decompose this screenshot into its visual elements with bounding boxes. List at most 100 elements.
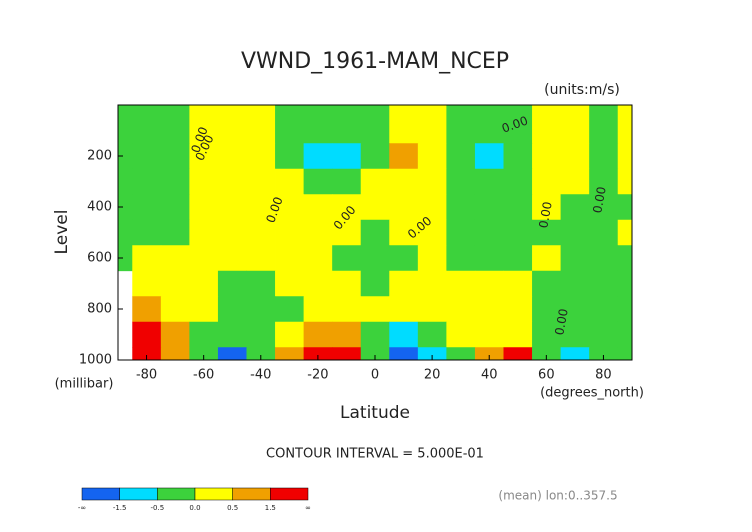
contour-cell [275, 347, 305, 361]
contour-cell [160, 296, 190, 323]
contour-cell [246, 245, 276, 272]
contour-cell [303, 347, 333, 361]
contour-cell [532, 296, 562, 323]
contour-cell [160, 143, 190, 170]
contour-cell [132, 105, 162, 144]
contour-cell [246, 296, 276, 323]
contour-cell [617, 168, 633, 195]
contour-cell [589, 105, 619, 144]
contour-cell [560, 347, 590, 361]
contour-cell [532, 321, 562, 348]
contour-cell [160, 347, 190, 361]
contour-cell [389, 347, 419, 361]
contour-cell [560, 270, 590, 297]
contour-cell [246, 105, 276, 144]
contour-cell [560, 143, 590, 170]
contour-cell [617, 219, 633, 246]
contour-cell [118, 219, 133, 246]
contour-cell [503, 168, 533, 195]
contour-cell [532, 143, 562, 170]
contour-cell [160, 105, 190, 144]
contour-cell [303, 168, 333, 195]
contour-cell [417, 168, 447, 195]
contour-cell [246, 219, 276, 246]
contour-cell [132, 194, 162, 221]
contour-cell [189, 296, 219, 323]
contour-cell [246, 194, 276, 221]
colorbar-segment [157, 487, 196, 501]
contour-cell [503, 296, 533, 323]
contour-cell [532, 194, 562, 221]
contour-cell [417, 270, 447, 297]
contour-cell [275, 168, 305, 195]
contour-cell [389, 194, 419, 221]
contour-cell [360, 219, 390, 246]
colorbar-label: -0.5 [150, 504, 164, 512]
contour-cell [389, 168, 419, 195]
contour-cell [446, 105, 476, 144]
contour-cell [589, 194, 619, 221]
contour-cell [217, 219, 247, 246]
y-axis-label: Level [52, 210, 72, 255]
colorbar-segment [81, 487, 120, 501]
contour-cell [532, 347, 562, 361]
contour-cell [589, 143, 619, 170]
x-tick-label: 20 [424, 368, 441, 383]
contour-cell [189, 245, 219, 272]
contour-cell [560, 105, 590, 144]
colorbar-segment [232, 487, 271, 501]
y-tick-label: 1000 [79, 353, 112, 368]
contour-cell [246, 143, 276, 170]
contour-cell [246, 168, 276, 195]
contour-cell [303, 321, 333, 348]
contour-cell [503, 105, 533, 144]
contour-cell [246, 270, 276, 297]
contour-cell [589, 347, 619, 361]
contour-cell [275, 270, 305, 297]
contour-cell [275, 194, 305, 221]
footnote: (mean) lon:0..357.5 [498, 489, 617, 503]
contour-cell [360, 143, 390, 170]
contour-cell [275, 296, 305, 323]
x-tick-label: 60 [538, 368, 555, 383]
contour-cell [389, 219, 419, 246]
contour-cell [446, 270, 476, 297]
contour-cell [217, 105, 247, 144]
colorbar-segment [194, 487, 233, 501]
contour-cell [389, 143, 419, 170]
contour-cell [474, 143, 504, 170]
contour-cell [303, 296, 333, 323]
contour-cell [389, 321, 419, 348]
contour-cell [474, 347, 504, 361]
contour-cell [503, 270, 533, 297]
contour-cell [560, 194, 590, 221]
contour-cell [589, 168, 619, 195]
contour-cell [446, 194, 476, 221]
contour-cell [617, 270, 633, 297]
contour-cell [360, 105, 390, 144]
contour-cell [474, 296, 504, 323]
contour-cell [360, 321, 390, 348]
contour-cell [617, 143, 633, 170]
y-axis-unit: (millibar) [55, 377, 114, 392]
contour-cell [360, 168, 390, 195]
contour-cell [474, 219, 504, 246]
contour-cell [589, 245, 619, 272]
x-tick-label: -60 [193, 368, 214, 383]
contour-cell [503, 219, 533, 246]
contour-cell [303, 194, 333, 221]
contour-cell [332, 219, 362, 246]
contour-cell [160, 219, 190, 246]
contour-cell [217, 296, 247, 323]
contour-cell [617, 321, 633, 348]
contour-cell [474, 245, 504, 272]
contour-cell [617, 194, 633, 221]
units: (units:m/s) [544, 82, 620, 98]
x-tick-label: -80 [136, 368, 157, 383]
contour-cell [503, 143, 533, 170]
contour-cell [417, 105, 447, 144]
contour-cell [275, 245, 305, 272]
contour-cell [446, 347, 476, 361]
contour-cell [532, 245, 562, 272]
x-tick-label: 40 [481, 368, 498, 383]
